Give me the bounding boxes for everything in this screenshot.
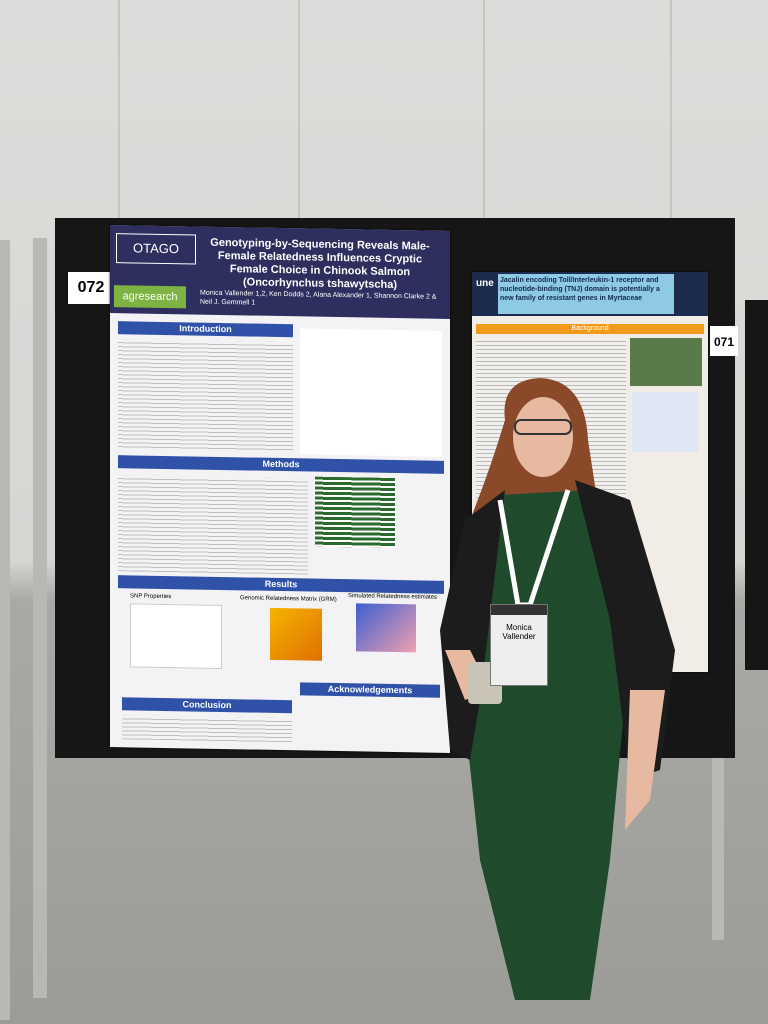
logo: une [476, 278, 494, 289]
name-badge: Monica Vallender [490, 604, 548, 686]
poster-title: Jacalin encoding Toll/Interleukin-1 rece… [498, 274, 674, 314]
wall-seam [298, 0, 300, 300]
section-heading: Background [476, 324, 704, 334]
next-board [745, 300, 768, 670]
board-number: 072 [68, 272, 114, 304]
stand-post [0, 240, 10, 1020]
poster-header: une Jacalin encoding Toll/Interleukin-1 … [472, 272, 708, 316]
board-number: 071 [710, 326, 738, 356]
arm [625, 690, 665, 830]
stand-post [33, 238, 47, 998]
wall-seam [670, 0, 672, 300]
glasses [514, 419, 572, 435]
jacket [440, 490, 505, 760]
figure [630, 338, 702, 386]
badge-name: Monica Vallender [502, 623, 536, 641]
badge-band [491, 605, 547, 615]
figure [632, 392, 698, 452]
face [513, 397, 573, 477]
wall-seam [483, 0, 485, 300]
wall-seam [118, 0, 120, 300]
